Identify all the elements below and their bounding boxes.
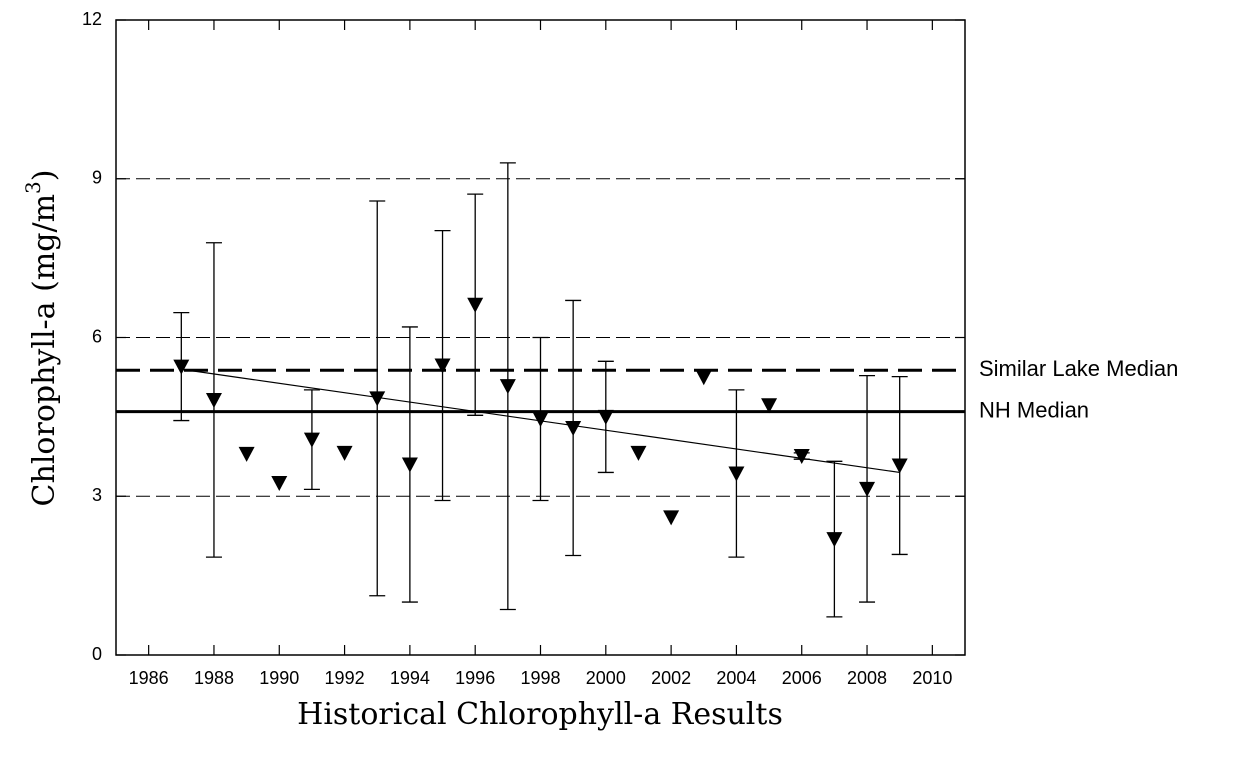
x-tick-label: 2010 (912, 668, 952, 688)
marker (663, 510, 680, 526)
marker (761, 398, 778, 414)
marker (565, 420, 582, 436)
y-axis-label: Chlorophyll-a (mg/m3) (21, 170, 63, 507)
y-tick-label: 12 (82, 9, 102, 29)
marker (271, 476, 288, 492)
x-tick-label: 2000 (586, 668, 626, 688)
marker (826, 532, 843, 548)
marker (173, 359, 190, 375)
marker (859, 481, 876, 497)
marker (630, 445, 647, 461)
marker (238, 446, 255, 462)
y-axis-label-text: Chlorophyll-a (mg/m (27, 194, 62, 506)
x-tick-label: 1998 (520, 668, 560, 688)
marker (728, 466, 745, 482)
marker (303, 432, 320, 448)
marker (499, 379, 516, 395)
x-tick-label: 1992 (325, 668, 365, 688)
marker (467, 297, 484, 313)
y-tick-label: 3 (92, 485, 102, 505)
marker (597, 409, 614, 425)
reference-label: Similar Lake Median (979, 356, 1178, 381)
marker (205, 392, 222, 408)
marker (336, 445, 353, 461)
x-tick-label: 2006 (782, 668, 822, 688)
y-tick-label: 0 (92, 644, 102, 664)
x-tick-label: 1988 (194, 668, 234, 688)
reference-label: NH Median (979, 397, 1089, 422)
marker (401, 457, 418, 473)
marker (369, 391, 386, 407)
x-tick-label: 1994 (390, 668, 430, 688)
marker (695, 370, 712, 386)
marker (793, 449, 810, 465)
y-axis-label-sup: 3 (21, 181, 45, 194)
x-tick-label: 2004 (716, 668, 756, 688)
x-tick-label: 1990 (259, 668, 299, 688)
marker (891, 458, 908, 474)
y-tick-label: 9 (92, 168, 102, 188)
y-axis-label-end: ) (27, 170, 62, 182)
x-tick-label: 1986 (129, 668, 169, 688)
x-axis-label: Historical Chlorophyll-a Results (297, 697, 783, 732)
marker (532, 411, 549, 427)
y-tick-label: 6 (92, 326, 102, 346)
x-tick-label: 2008 (847, 668, 887, 688)
x-tick-label: 1996 (455, 668, 495, 688)
x-tick-label: 2002 (651, 668, 691, 688)
marker (434, 358, 451, 374)
